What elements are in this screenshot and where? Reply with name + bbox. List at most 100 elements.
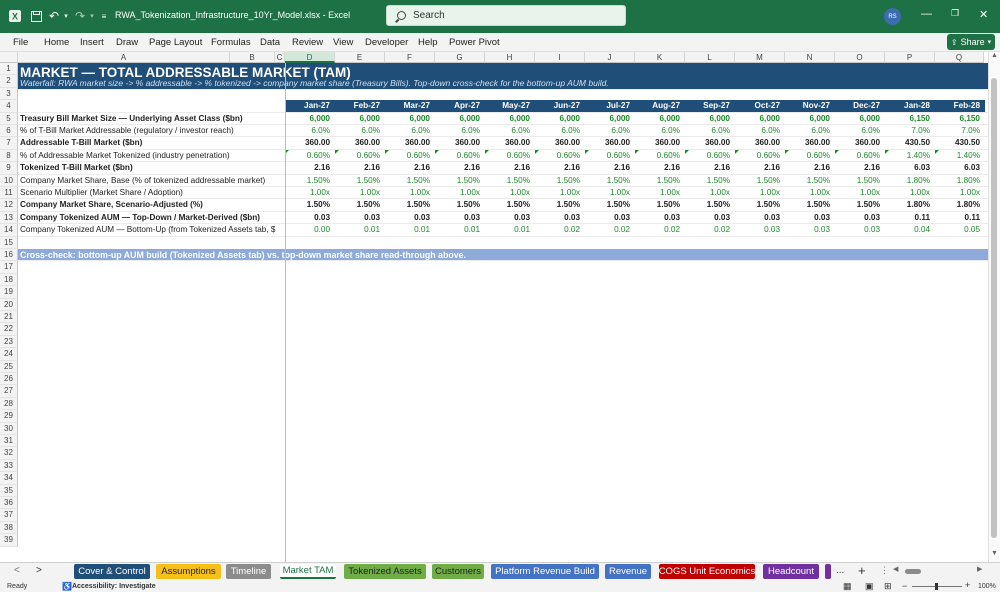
row-header-15[interactable]: 15 (0, 236, 18, 249)
table-cell[interactable]: 1.50% (506, 175, 530, 185)
row-header-26[interactable]: 26 (0, 373, 18, 386)
table-cell[interactable]: 430.50 (954, 138, 980, 148)
row-label[interactable]: % of Addressable Market Tokenized (indus… (20, 150, 230, 160)
table-cell[interactable]: 6.0% (861, 126, 880, 135)
row-header-4[interactable]: 4 (0, 100, 18, 113)
table-cell[interactable]: 0.03 (864, 212, 880, 222)
table-cell[interactable]: 1.50% (606, 200, 630, 210)
table-cell[interactable]: 1.50% (306, 175, 330, 185)
zoom-in-icon[interactable]: + (965, 580, 971, 590)
table-cell[interactable]: 0.11 (964, 212, 980, 222)
row-header-30[interactable]: 30 (0, 422, 18, 435)
sheet-tab-timeline[interactable]: Timeline (226, 564, 271, 579)
table-cell[interactable]: 2.16 (814, 163, 830, 173)
table-cell[interactable]: 1.00x (959, 188, 980, 197)
table-cell[interactable]: 6,150 (909, 113, 931, 123)
row-header-31[interactable]: 31 (0, 435, 18, 448)
table-cell[interactable]: 6,150 (959, 113, 981, 123)
row-label[interactable]: Tokenized T-Bill Market ($bn) (20, 163, 133, 173)
month-header[interactable]: Jun-27 (535, 100, 585, 113)
table-cell[interactable]: 1.50% (356, 175, 380, 185)
column-header-f[interactable]: F (385, 52, 435, 63)
table-cell[interactable]: 6.0% (511, 126, 530, 135)
sheet-tab-market-tam[interactable]: Market TAM (280, 564, 336, 579)
sheet-tab-assumptions[interactable]: Assumptions (156, 564, 221, 579)
row-header-32[interactable]: 32 (0, 447, 18, 460)
table-cell[interactable]: 0.60% (456, 150, 480, 160)
month-header[interactable]: Jan-28 (885, 100, 935, 113)
scroll-up-icon[interactable]: ▲ (991, 52, 998, 59)
row-header-11[interactable]: 11 (0, 187, 18, 200)
column-header-k[interactable]: K (635, 52, 685, 63)
table-cell[interactable]: 7.0% (911, 126, 930, 135)
page-layout-view-icon[interactable]: ▣ (865, 581, 874, 591)
table-cell[interactable]: 0.02 (714, 225, 730, 235)
row-header-34[interactable]: 34 (0, 472, 18, 485)
table-cell[interactable]: 6,000 (659, 113, 681, 123)
table-cell[interactable]: 1.50% (656, 200, 680, 210)
row-header-13[interactable]: 13 (0, 211, 18, 225)
column-header-h[interactable]: H (485, 52, 535, 63)
table-cell[interactable]: 2.16 (414, 163, 430, 173)
table-cell[interactable]: 6.03 (964, 163, 980, 173)
table-cell[interactable]: 0.00 (314, 225, 330, 235)
table-cell[interactable]: 1.40% (906, 150, 930, 160)
row-header-7[interactable]: 7 (0, 137, 18, 150)
table-cell[interactable]: 0.60% (556, 150, 580, 160)
column-header-e[interactable]: E (335, 52, 385, 63)
table-cell[interactable]: 6,000 (459, 113, 481, 123)
table-cell[interactable]: 6,000 (759, 113, 781, 123)
table-cell[interactable]: 1.50% (306, 200, 330, 210)
table-cell[interactable]: 6.0% (811, 126, 830, 135)
table-cell[interactable]: 0.60% (706, 150, 730, 160)
tab-nav-prev-icon[interactable]: < (14, 565, 20, 576)
search-box[interactable]: Search (386, 5, 626, 26)
zoom-slider[interactable] (912, 583, 962, 590)
table-cell[interactable]: 6,000 (709, 113, 731, 123)
sheet-tab-headcount[interactable]: Headcount (763, 564, 819, 579)
table-cell[interactable]: 0.03 (864, 225, 880, 235)
row-header-9[interactable]: 9 (0, 162, 18, 175)
row-header-27[interactable]: 27 (0, 385, 18, 398)
table-cell[interactable]: 1.00x (709, 188, 730, 197)
table-cell[interactable]: 0.60% (506, 150, 530, 160)
tab-nav-next-icon[interactable]: > (36, 565, 42, 576)
month-header[interactable]: Oct-27 (735, 100, 785, 113)
table-cell[interactable]: 6.0% (311, 126, 330, 135)
row-header-24[interactable]: 24 (0, 348, 18, 361)
row-header-8[interactable]: 8 (0, 149, 18, 163)
table-cell[interactable]: 0.60% (406, 150, 430, 160)
menu-formulas[interactable]: Formulas (211, 37, 251, 48)
table-cell[interactable]: 6.0% (361, 126, 380, 135)
table-cell[interactable]: 2.16 (714, 163, 730, 173)
column-header-g[interactable]: G (435, 52, 485, 63)
table-cell[interactable]: 6.0% (461, 126, 480, 135)
table-cell[interactable]: 1.50% (806, 200, 830, 210)
menu-home[interactable]: Home (44, 37, 70, 48)
table-cell[interactable]: 6,000 (559, 113, 581, 123)
table-cell[interactable]: 0.01 (364, 225, 380, 235)
table-cell[interactable]: 1.50% (706, 175, 730, 185)
undo-icon[interactable]: ↶ (48, 9, 60, 23)
table-cell[interactable]: 1.50% (456, 175, 480, 185)
table-cell[interactable]: 1.50% (606, 175, 630, 185)
sheet-tab-tokenized-assets[interactable]: Tokenized Assets (344, 564, 426, 579)
table-cell[interactable]: 360.00 (404, 138, 430, 148)
vertical-scroll-thumb[interactable] (991, 78, 997, 538)
table-cell[interactable]: 1.50% (806, 175, 830, 185)
table-cell[interactable]: 0.60% (656, 150, 680, 160)
restore-icon[interactable]: ❐ (951, 8, 960, 18)
table-cell[interactable]: 1.00x (509, 188, 530, 197)
scroll-down-icon[interactable]: ▼ (991, 550, 998, 557)
page-break-view-icon[interactable]: ⊞ (884, 581, 892, 591)
table-cell[interactable]: 0.03 (564, 212, 580, 222)
table-cell[interactable]: 0.04 (914, 225, 930, 235)
menu-file[interactable]: File (13, 37, 29, 48)
table-cell[interactable]: 1.00x (909, 188, 930, 197)
table-cell[interactable]: 1.00x (859, 188, 880, 197)
table-cell[interactable]: 1.50% (356, 200, 380, 210)
table-cell[interactable]: 2.16 (614, 163, 630, 173)
column-header-n[interactable]: N (785, 52, 835, 63)
table-cell[interactable]: 0.03 (764, 225, 780, 235)
